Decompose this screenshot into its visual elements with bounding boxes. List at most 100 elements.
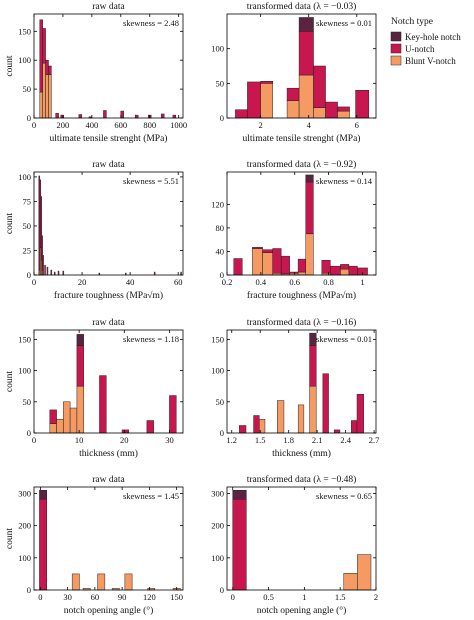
bar-blunt-4 bbox=[76, 385, 84, 434]
bar-blunt-2 bbox=[262, 252, 273, 276]
bar-unotch-8 bbox=[169, 395, 177, 434]
x-tick-label: 60 bbox=[174, 277, 183, 287]
x-axis-label: fracture toughness (MPa√m) bbox=[54, 290, 163, 301]
chart-panel-2: 2 4 6 0 50 100 transformed data (λ = −0.03) ult… bbox=[211, 1, 377, 144]
bar-unotch-6 bbox=[297, 258, 306, 273]
y-tick-label: 50 bbox=[23, 221, 32, 231]
chart-panel-1: 0 200 400 600 800 1000 0 50 100 150 raw data ultima… bbox=[5, 2, 187, 144]
chart-title: raw data bbox=[92, 475, 125, 485]
x-tick-label: 0.6 bbox=[289, 277, 300, 287]
x-tick-label: 6 bbox=[355, 120, 359, 130]
skewness-annotation: skewness = 0.01 bbox=[316, 334, 372, 344]
bar-unotch-6 bbox=[46, 266, 49, 276]
bar-unotch-3 bbox=[272, 248, 282, 274]
y-axis-label: count bbox=[5, 55, 15, 76]
bar-unotch-10 bbox=[340, 264, 350, 270]
bar-blunt-2 bbox=[63, 401, 71, 434]
bar-blunt-3 bbox=[69, 407, 78, 434]
y-axis-label: count bbox=[5, 371, 15, 392]
x-tick-label: 60 bbox=[91, 592, 100, 602]
bar-keyhole-0 bbox=[39, 489, 47, 500]
bar-keyhole-7 bbox=[305, 174, 314, 183]
y-tick-label: 100 bbox=[18, 553, 31, 563]
x-tick-label: 20 bbox=[120, 435, 129, 445]
bar-blunt-5 bbox=[313, 107, 326, 119]
legend-swatch bbox=[390, 55, 402, 66]
bar-unotch-5 bbox=[309, 345, 317, 387]
chart-panel-4: 0.2 0.4 0.6 0.8 1 0 40 80 120 transformed data (λ… bbox=[211, 159, 377, 301]
bar-blunt-3 bbox=[97, 573, 106, 591]
y-tick-label: 0 bbox=[220, 270, 224, 280]
x-tick-label: 2 bbox=[259, 120, 263, 130]
bar-blunt-2 bbox=[260, 83, 273, 119]
axes-frame bbox=[33, 329, 184, 434]
bar-keyhole-5 bbox=[309, 332, 317, 346]
bar-unotch-13 bbox=[153, 271, 156, 276]
x-tick-label: 1.8 bbox=[283, 435, 294, 445]
x-tick-label: 800 bbox=[143, 120, 156, 130]
bar-unotch-10 bbox=[62, 270, 65, 276]
bar-unotch-2 bbox=[260, 81, 273, 84]
y-tick-label: 0 bbox=[27, 113, 31, 123]
bar-unotch-11 bbox=[348, 265, 358, 276]
skewness-annotation: skewness = 0.14 bbox=[316, 176, 373, 186]
legend-swatch bbox=[390, 43, 402, 54]
bar-unotch-7 bbox=[50, 269, 53, 276]
bar-blunt-1 bbox=[252, 248, 263, 276]
x-axis-label: ultimate tensile strenght (MPa) bbox=[50, 133, 168, 144]
y-tick-label: 50 bbox=[216, 78, 225, 88]
chart-title: raw data bbox=[92, 318, 125, 328]
skewness-annotation: skewness = 5.51 bbox=[123, 176, 179, 186]
bar-unotch-8 bbox=[103, 110, 107, 119]
skewness-annotation: skewness = 0.65 bbox=[316, 491, 372, 501]
bar-blunt-1 bbox=[343, 573, 358, 591]
x-tick-label: 150 bbox=[170, 592, 183, 602]
y-tick-label: 50 bbox=[216, 397, 225, 407]
bar-unotch-13 bbox=[172, 114, 177, 119]
bar-unotch-5 bbox=[289, 271, 299, 274]
legend-title: Notch type bbox=[391, 17, 433, 27]
bar-unotch-7 bbox=[305, 181, 314, 235]
y-tick-label: 150 bbox=[18, 334, 31, 344]
x-tick-label: 1 bbox=[360, 277, 364, 287]
axes-frame bbox=[226, 329, 377, 434]
bar-unotch-1 bbox=[42, 28, 46, 64]
bar-unotch-8 bbox=[351, 420, 358, 434]
bar-unotch-2 bbox=[45, 59, 49, 75]
y-tick-label: 100 bbox=[211, 366, 224, 376]
chart-panel-5: 0 10 20 30 0 50 100 150 raw data thickness (mm) co… bbox=[5, 318, 184, 459]
y-tick-label: 100 bbox=[211, 553, 224, 563]
skewness-annotation: skewness = 2.48 bbox=[123, 18, 179, 28]
bar-unotch-7 bbox=[146, 420, 154, 434]
x-tick-label: 0 bbox=[38, 592, 42, 602]
x-tick-label: 1000 bbox=[170, 120, 187, 130]
x-tick-label: 1 bbox=[302, 592, 306, 602]
y-tick-label: 200 bbox=[18, 521, 31, 531]
bar-unotch-8 bbox=[321, 260, 331, 274]
y-tick-label: 50 bbox=[23, 84, 32, 94]
chart-panel-8: 0 0.5 1 1.5 2 0 100 200 300 transformed data (λ =… bbox=[211, 474, 378, 616]
bar-unotch-9 bbox=[120, 110, 124, 119]
bar-blunt-0 bbox=[49, 423, 57, 434]
x-tick-label: 30 bbox=[165, 435, 174, 445]
x-tick-label: 20 bbox=[78, 277, 87, 287]
x-tick-label: 90 bbox=[118, 592, 127, 602]
y-tick-label: 40 bbox=[216, 246, 225, 256]
x-axis-label: fracture toughness (MPa√m) bbox=[247, 290, 356, 301]
skewness-annotation: skewness = 1.18 bbox=[123, 334, 179, 344]
bar-keyhole-4 bbox=[76, 334, 84, 346]
x-tick-label: 2.4 bbox=[340, 435, 351, 445]
bar-keyhole-4 bbox=[298, 17, 314, 32]
x-tick-label: 400 bbox=[85, 120, 98, 130]
bar-unotch-2 bbox=[262, 249, 273, 253]
bar-blunt-3 bbox=[48, 74, 52, 119]
axes-frame bbox=[33, 171, 184, 276]
x-tick-label: 0 bbox=[231, 592, 235, 602]
bar-unotch-6 bbox=[78, 114, 82, 119]
bar-unotch-5 bbox=[99, 375, 107, 434]
x-axis-label: notch opening angle (°) bbox=[257, 605, 347, 616]
y-tick-label: 100 bbox=[18, 55, 31, 65]
bar-blunt-0 bbox=[39, 91, 43, 119]
bar-unotch-3 bbox=[48, 65, 52, 75]
bar-unotch-0 bbox=[235, 109, 248, 119]
